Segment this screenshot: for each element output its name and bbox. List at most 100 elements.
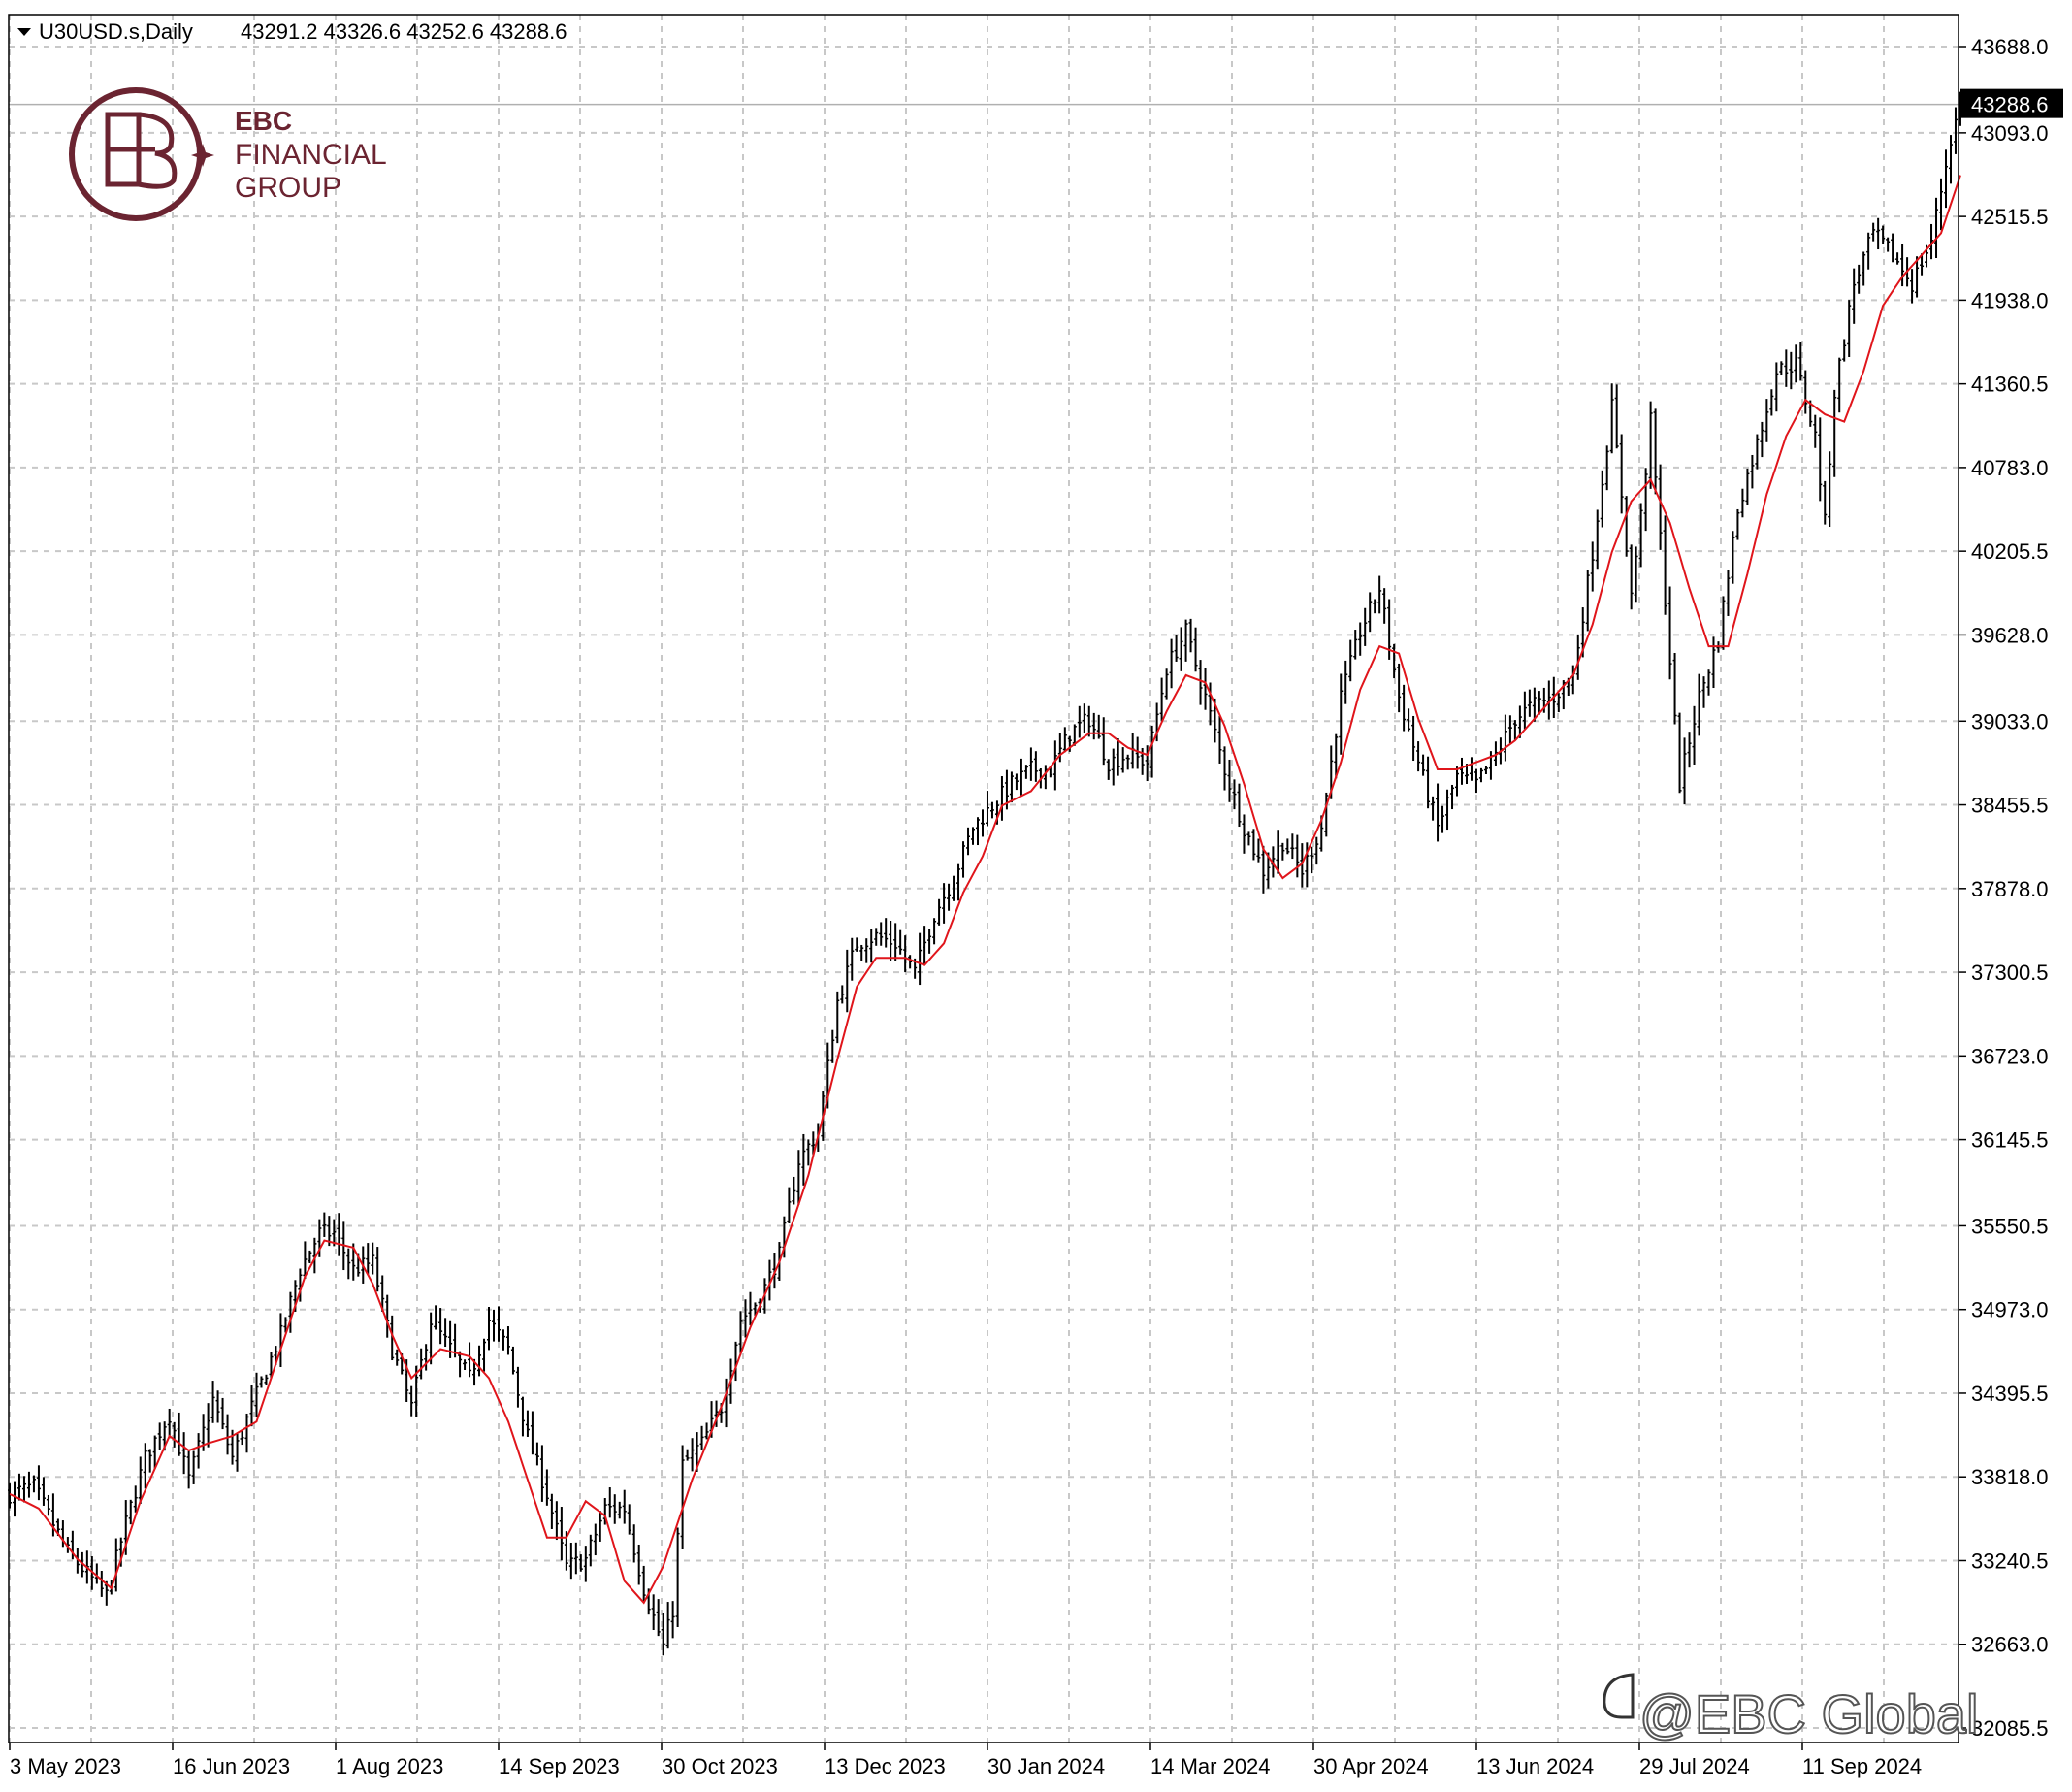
ohlc-bar [1339,673,1344,755]
ohlc-bar [651,1594,656,1631]
ohlc-bar [1769,389,1774,416]
ohlc-bar [1939,178,1944,231]
ohlc-bar [515,1366,520,1408]
ohlc-bar [1106,759,1111,780]
ohlc-bar [472,1358,477,1386]
ohlc-bar [520,1396,525,1437]
ohlc-bar [1464,764,1469,785]
ohlc-bar [249,1385,254,1427]
ohlc-bar [1915,256,1920,298]
ohlc-bar [424,1344,429,1371]
ohlc-bar [1411,715,1416,762]
ohlc-bar [254,1372,259,1417]
ohlc-bar [1638,503,1643,568]
ohlc-bar [704,1422,709,1440]
ohlc-bar [429,1312,434,1365]
ohlc-bar [152,1435,157,1469]
ohlc-bar [1697,673,1701,736]
ohlc-bar [1624,496,1629,557]
y-tick-label: 40205.5 [1971,539,2049,564]
ohlc-bar [947,883,952,911]
ohlc-bar [568,1543,573,1580]
ohlc-bar [830,1029,835,1063]
y-tick-label: 41938.0 [1971,288,2049,312]
ohlc-bar [1310,846,1314,874]
ohlc-bar [1344,660,1348,704]
ohlc-bar [1174,635,1179,662]
x-tick-label: 14 Sep 2023 [499,1754,620,1778]
ohlc-bar [1145,745,1149,782]
x-tick-label: 14 Mar 2024 [1150,1754,1271,1778]
y-tick-label: 39033.0 [1971,709,2049,733]
ohlc-bar [1828,451,1832,527]
ohlc-bar [1948,135,1953,184]
current-price-label: 43288.6 [1971,93,2049,117]
ohlc-values: 43291.2 43326.6 43252.6 43288.6 [241,19,567,44]
ohlc-bar [1813,414,1818,448]
ohlc-bar [530,1411,534,1455]
ohlc-bar [976,817,980,846]
ohlc-bar [525,1410,530,1437]
ohlc-bar [21,1476,26,1503]
ohlc-bar [1934,197,1939,259]
ohlc-bar [1237,783,1242,828]
ohlc-bar [617,1501,622,1519]
ohlc-bar [1682,737,1687,805]
ohlc-bar [210,1381,215,1423]
ohlc-bar [1169,638,1174,689]
ohlc-bar [588,1534,593,1567]
ohlc-bar [1721,596,1726,650]
ohlc-bar [602,1498,607,1525]
ohlc-bar [501,1329,505,1351]
ohlc-bar [12,1481,16,1517]
symbol-dropdown[interactable]: U30USD.s,Daily [17,19,193,44]
ohlc-bar [50,1493,55,1537]
ohlc-bar [670,1601,675,1639]
ohlc-bar [264,1374,269,1385]
ohlc-bar [1629,544,1634,610]
ohlc-bar [661,1613,665,1656]
symbol-label: U30USD.s,Daily [39,19,193,44]
ohlc-bar [1198,660,1203,705]
logo-line-2: FINANCIAL [235,139,387,171]
ohlc-bar [41,1477,46,1506]
ohlc-bar [434,1305,438,1330]
ohlc-bar [966,827,971,856]
ohlc-bar [1416,741,1421,772]
ohlc-bar [1324,792,1329,837]
ohlc-bar [1276,830,1280,874]
ohlc-bar [1750,454,1755,489]
y-tick-label: 40783.0 [1971,456,2049,480]
ohlc-bar [1687,732,1692,768]
ohlc-bar [559,1507,564,1561]
ohlc-bar [1096,714,1101,739]
ohlc-bar [31,1475,36,1493]
ohlc-bar [244,1413,249,1453]
ohlc-bar [1910,269,1915,304]
ohlc-bar [956,863,961,901]
ohlc-bar [1677,712,1682,794]
ohlc-bar [1368,592,1373,633]
ohlc-bar [1431,796,1436,821]
ohlc-bar [811,1131,816,1155]
ohlc-bar [612,1494,617,1524]
ohlc-bar [1483,766,1488,775]
ohlc-bar [215,1390,220,1423]
ohlc-bar [505,1326,510,1355]
ohlc-bar [923,926,927,964]
ohlc-bar [1120,747,1125,773]
ohlc-bar [240,1430,244,1446]
ohlc-bar [855,937,859,952]
ohlc-bar [269,1352,274,1379]
ohlc-bar [225,1414,230,1455]
ohlc-bar [1348,639,1353,682]
ohlc-bar [874,928,879,946]
ohlc-bar [1460,757,1464,785]
ohlc-bar [1363,607,1368,646]
ohlc-bar [1052,740,1057,791]
x-tick-label: 30 Jan 2024 [987,1754,1105,1778]
ohlc-bar [879,922,884,946]
ohlc-bar [128,1499,133,1525]
triangle-down-icon [17,28,31,36]
